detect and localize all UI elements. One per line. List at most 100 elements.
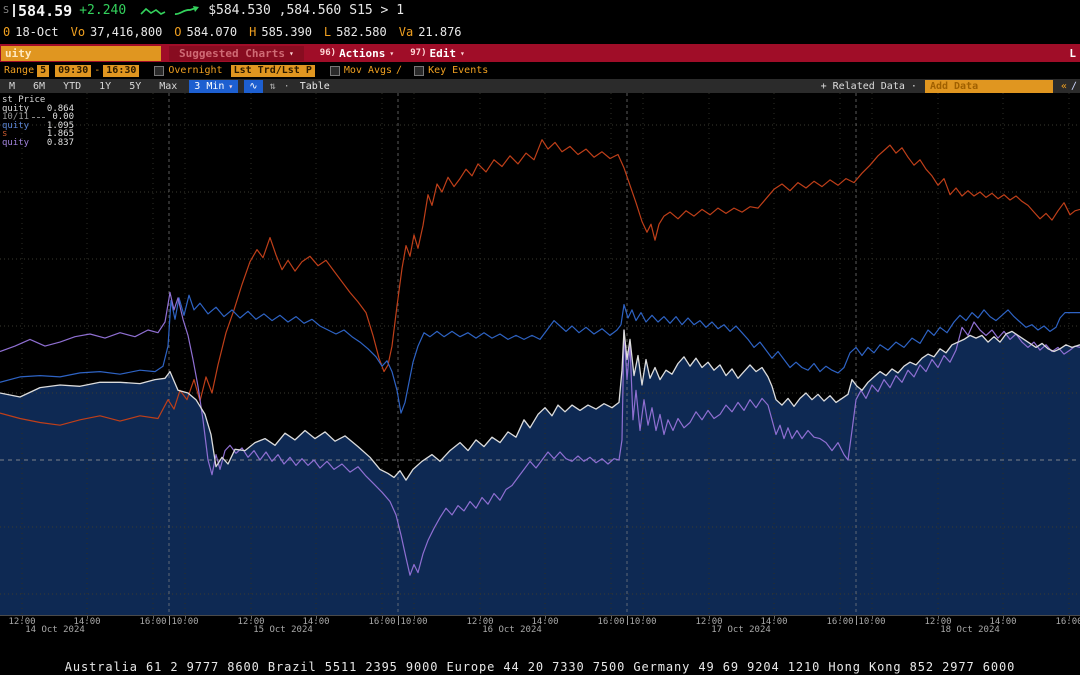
price-area-fill (0, 330, 1080, 615)
time-tick-mark (414, 616, 415, 619)
time-tick-label: 10:00 (629, 617, 657, 627)
chart-toolbar: M 6M YTD 1Y 5Y Max 3 Min ▾ ∿ ⇅ · Table + Relat… (0, 79, 1080, 93)
legend-label: quity (2, 120, 30, 131)
time-tick-mark (316, 616, 317, 619)
table-button[interactable]: Table (299, 80, 330, 92)
suggested-charts-button[interactable]: Suggested Charts ▾ (169, 45, 304, 61)
time-tick-mark (87, 616, 88, 619)
terminal-footer: Australia 61 2 9777 8600 Brazil 5511 239… (0, 632, 1080, 675)
bid-ask-size: S15 > 1 (349, 3, 405, 18)
day-divider-mark (169, 616, 170, 625)
actions-key-number: 96) (319, 48, 337, 58)
time-tick-label: 16:00 (1055, 617, 1080, 627)
tab-period-ytd[interactable]: YTD (63, 80, 82, 92)
date-tick-label: 16 Oct 2024 (482, 625, 542, 635)
date-tick-label: 18 Oct 2024 (940, 625, 1000, 635)
legend-value: 0.864 (46, 103, 74, 114)
legend-row-1: quity 0.864 (2, 103, 74, 114)
time-tick-mark (22, 616, 23, 619)
overnight-label: Overnight (168, 65, 223, 76)
overnight-checkbox[interactable] (154, 65, 165, 76)
quote-line-1: S 584.59 +2.240 $584.530 ,584.560 S15 > … (0, 0, 1080, 21)
quote-line-2: 0 18-Oct Vo 37,416,800 O 584.070 H 585.390 L… (0, 21, 1080, 43)
legend-value: 1.865 (46, 129, 74, 140)
mov-avgs-edit-icon[interactable]: ∕ (396, 65, 403, 76)
period-tabs: M 6M YTD 1Y 5Y Max (0, 81, 186, 92)
time-tick-label: 14:00 (302, 617, 330, 627)
trend-arrow-icon (175, 5, 200, 15)
time-tick-mark (938, 616, 939, 619)
legend-dash-style (32, 117, 46, 119)
time-tick-label: 16:00 (368, 617, 396, 627)
time-tick-label: 16:00 (597, 617, 625, 627)
time-tick-mark (185, 616, 186, 619)
trend-sparkline-icon (140, 7, 166, 15)
edit-key-number: 97) (410, 48, 427, 58)
command-bar: uity Suggested Charts ▾ 96) Actions ▾ 97)… (0, 44, 1080, 62)
time-tick-mark (545, 616, 546, 619)
tab-period-6m[interactable]: 6M (33, 80, 46, 92)
time-tick-label: 16:00 (826, 617, 854, 627)
legend-row-2: 10/11 0.00 (2, 113, 74, 122)
open-value: 584.070 (186, 25, 238, 39)
chevron-down-icon: ▾ (460, 48, 465, 58)
date-tick-label: 14 Oct 2024 (25, 625, 85, 635)
tab-period-5y[interactable]: 5Y (129, 80, 142, 92)
time-tick-label: 10:00 (400, 617, 428, 627)
time-tick-mark (709, 616, 710, 619)
collapse-panel-icon[interactable]: « (1060, 80, 1067, 92)
legend-row-3: quity 1.095 (2, 120, 74, 131)
price-change: +2.240 (79, 3, 127, 18)
legend-label: s (2, 129, 8, 140)
bid-ask: $584.530 ,584.560 (208, 3, 342, 18)
range-label: Range (4, 65, 35, 76)
add-data-field[interactable]: Add Data (924, 79, 1053, 93)
edit-menu[interactable]: Edit (429, 46, 457, 60)
key-events-checkbox[interactable] (414, 65, 425, 76)
mov-avgs-label: Mov Avgs (343, 65, 393, 76)
day-divider-mark (627, 616, 628, 625)
tab-period-1y[interactable]: 1Y (99, 80, 112, 92)
price-chart[interactable]: st Price quity 0.864 10/11 0.00 quity 1.095 s 1.… (0, 93, 1080, 615)
chevron-down-icon: ▾ (228, 81, 234, 91)
more-options-dot[interactable]: · (283, 80, 290, 92)
footer-phones-line1: Australia 61 2 9777 8600 Brazil 5511 239… (64, 660, 1016, 674)
red-line (0, 139, 1080, 426)
related-data-button[interactable]: + Related Data · (820, 80, 917, 92)
security-ticker-field[interactable]: uity (1, 45, 161, 61)
day-divider-mark (856, 616, 857, 625)
chart-type-icon[interactable]: ∿ (244, 79, 263, 93)
time-tick-label: 12:00 (695, 617, 723, 627)
date-value: 18-Oct (15, 25, 59, 39)
range-days-field[interactable]: 5 (37, 64, 50, 77)
legend-value: 1.095 (46, 120, 74, 131)
time-tick-mark (251, 616, 252, 619)
interval-dropdown[interactable]: 3 Min ▾ (189, 79, 239, 93)
legend-label: 10/11 (2, 112, 30, 123)
time-tick-mark (1003, 616, 1004, 619)
legend-row-4: s 1.865 (2, 130, 74, 139)
time-tick-mark (872, 616, 873, 619)
actions-menu[interactable]: Actions (339, 46, 386, 60)
mov-avgs-checkbox[interactable] (329, 65, 340, 76)
tab-period-max[interactable]: Max (159, 80, 178, 92)
annotate-icon[interactable]: ∕ (1070, 80, 1077, 92)
range-bar: Range 5 09:30 - 16:30 Overnight Lst Trd/… (0, 63, 1080, 78)
time-tick-label: 10:00 (858, 617, 886, 627)
time-tick-mark (1069, 616, 1070, 619)
last-trade-selector[interactable]: Lst Trd/Lst P (230, 64, 315, 77)
white-line (0, 329, 1080, 481)
time-tick-mark (611, 616, 612, 619)
open-label: O (174, 25, 182, 39)
range-start-field[interactable]: 09:30 (55, 64, 92, 77)
high-label: H (249, 25, 257, 39)
key-events-label: Key Events (428, 65, 489, 76)
panel-letter: L (1069, 46, 1076, 60)
legend-row-0: st Price (2, 96, 74, 105)
date-tick-label: 15 Oct 2024 (253, 625, 313, 635)
chevron-down-icon: ▾ (389, 48, 395, 58)
tab-period-m[interactable]: M (9, 80, 16, 92)
axis-scale-icon[interactable]: ⇅ (269, 80, 276, 92)
range-end-field[interactable]: 16:30 (103, 64, 140, 77)
legend-value: 0.00 (52, 112, 74, 123)
